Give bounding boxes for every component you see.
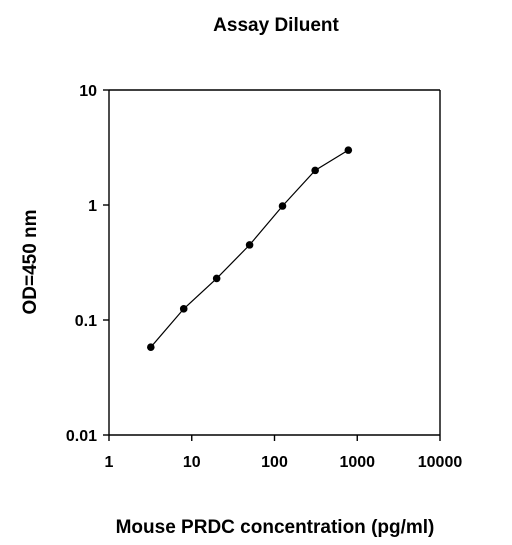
data-point (278, 202, 287, 210)
data-point (245, 241, 254, 249)
x-tick-label: 10 (183, 454, 201, 471)
y-axis-label: OD=450 nm (20, 209, 41, 314)
plot-frame (108, 89, 441, 436)
chart-title: Assay Diluent (213, 15, 339, 36)
data-point (179, 305, 188, 313)
data-point (311, 166, 319, 175)
series-layer (147, 146, 353, 352)
x-axis: 1 10 100 1000 10000 (105, 435, 463, 471)
y-tick-label: 0.01 (66, 428, 97, 445)
y-tick-label: 10 (79, 83, 97, 100)
x-tick-label: 1 (105, 454, 114, 471)
data-point (147, 343, 155, 352)
y-tick-label: 1 (88, 198, 97, 215)
data-point (212, 274, 221, 283)
x-tick-label: 10000 (418, 454, 463, 471)
y-tick-label: 0.1 (75, 313, 97, 330)
data-point (344, 146, 353, 154)
x-tick-label: 1000 (339, 454, 375, 471)
y-axis: 10 1 0.1 0.01 (66, 83, 109, 445)
x-axis-label: Mouse PRDC concentration (pg/ml) (116, 517, 435, 538)
x-tick-label: 100 (261, 454, 288, 471)
